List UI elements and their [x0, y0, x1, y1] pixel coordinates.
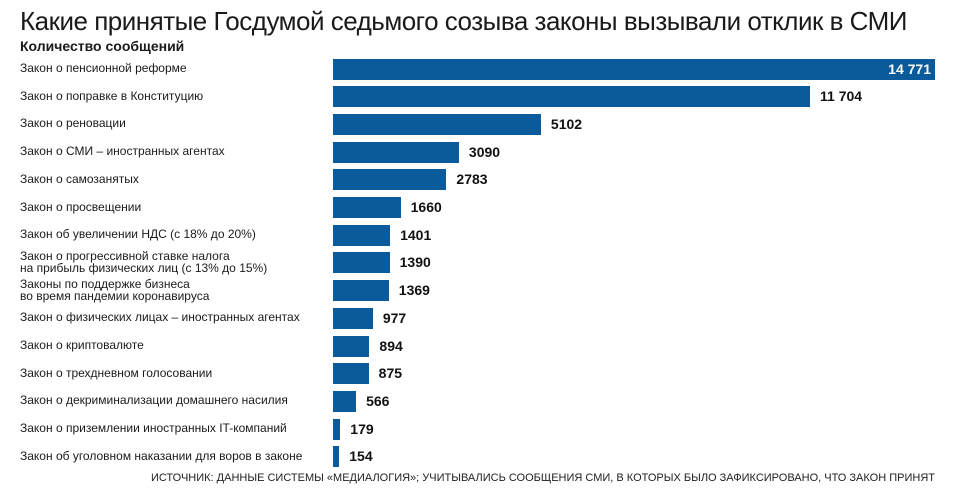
bar: [333, 418, 341, 440]
category-label: Закон о реновации: [20, 116, 126, 131]
bar: [333, 307, 373, 329]
bar: [333, 86, 810, 108]
bar: [333, 58, 935, 80]
bar: [333, 197, 401, 218]
category-label: Закон о криптовалюте: [20, 338, 144, 352]
chart-title: Какие принятые Госдумой седьмого созыва …: [20, 6, 907, 36]
value-label: 14 771: [888, 60, 931, 77]
category-label: Закон об уголовном наказании для воров в…: [20, 448, 303, 463]
category-label: Закон о СМИ – иностранных агентах: [20, 144, 225, 159]
value-label: 977: [382, 309, 407, 326]
category-label: Законы по поддержке бизнеса во время пан…: [20, 276, 210, 303]
value-label: 875: [378, 365, 403, 382]
value-label: 894: [379, 337, 403, 354]
category-label: Закон об увеличении НДС (с 18% до 20%): [20, 227, 256, 242]
source-note: ИСТОЧНИК: ДАННЫЕ СИСТЕМЫ «МЕДИАЛОГИЯ»; У…: [150, 472, 935, 484]
bar: [333, 224, 391, 246]
category-label: Закон о декриминализации домашнего насил…: [20, 393, 288, 408]
value-label: 1369: [398, 282, 430, 299]
bar: [333, 141, 459, 163]
value-label: 11 704: [820, 88, 863, 105]
bar: [333, 335, 370, 357]
value-label: 566: [366, 392, 390, 409]
chart-subtitle: Количество сообщений: [20, 38, 185, 54]
bar: [333, 446, 340, 468]
category-label: Закон о самозанятых: [20, 171, 139, 186]
value-label: 5102: [550, 115, 583, 132]
category-label: Закон о приземлении иностранных IT-компа…: [20, 421, 287, 436]
category-label: Закон о пенсионной реформе: [20, 61, 187, 75]
category-label: Закон о физических лицах – иностранных а…: [20, 310, 300, 325]
bar: [333, 390, 357, 412]
value-label: 154: [349, 448, 373, 465]
value-label: 1401: [400, 226, 432, 243]
value-label: 179: [350, 420, 374, 437]
category-label: Закон о поправке в Конституцию: [20, 88, 204, 103]
bar: [333, 363, 369, 385]
value-label: 3090: [468, 143, 501, 160]
bar: [333, 252, 390, 274]
category-label: Закон о просвещении: [20, 199, 142, 214]
value-label: 1390: [399, 254, 431, 271]
value-label: 1660: [410, 199, 442, 215]
bar: [333, 280, 389, 302]
category-label: Закон о трехдневном голосовании: [20, 365, 213, 380]
bar: [333, 169, 447, 191]
value-label: 2783: [456, 171, 488, 188]
bar: [333, 113, 541, 135]
category-label: Закон о прогрессивной ставке налога на п…: [20, 248, 268, 275]
